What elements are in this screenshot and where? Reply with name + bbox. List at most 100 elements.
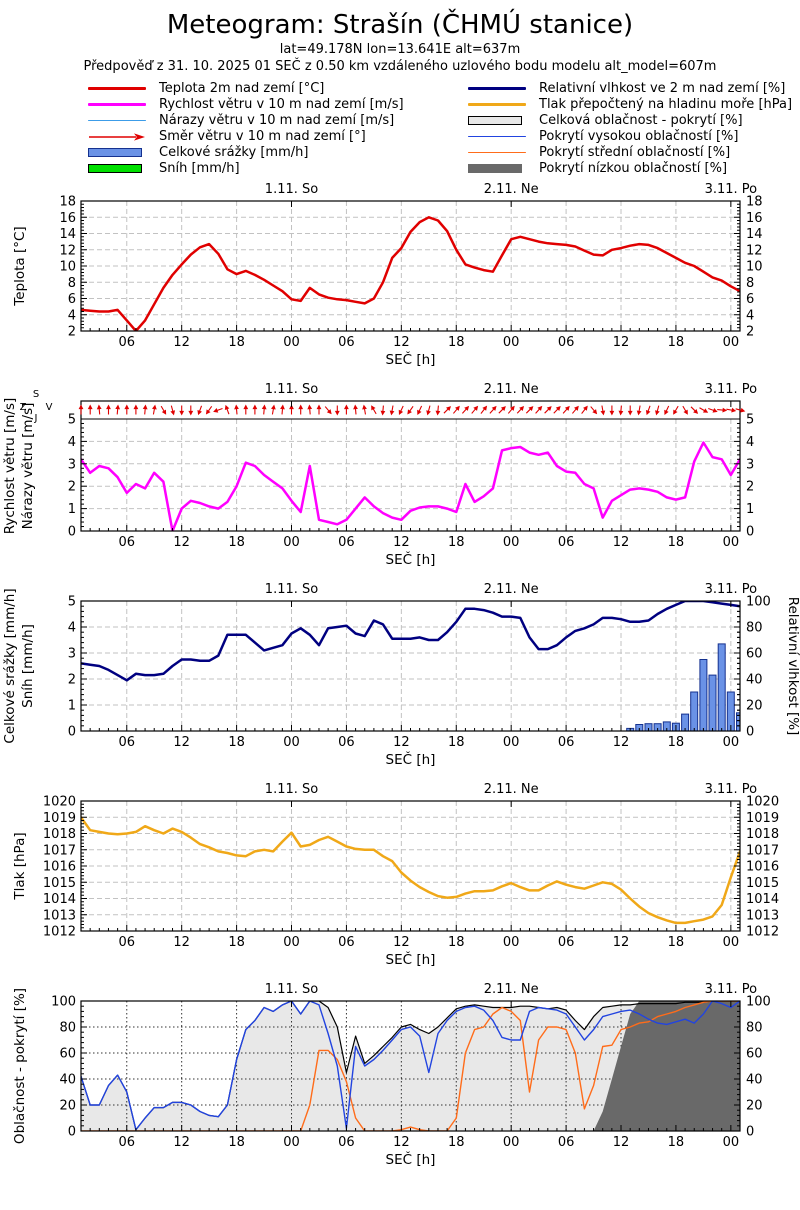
x-axis-tick-label: 00 [283, 535, 300, 550]
y2-axis-tick-label: 4 [746, 435, 754, 450]
y2-axis-tick-label: 10 [746, 260, 763, 275]
wind-direction-arrow-icon [324, 406, 332, 415]
day-label: 2.11. Ne [484, 782, 539, 797]
wind-direction-arrow-icon [106, 404, 111, 415]
x-axis-tick-label: 06 [558, 735, 575, 750]
y2-axis-tick-label: 12 [746, 243, 763, 258]
y-axis-tick-label: 1015 [43, 876, 76, 891]
x-axis-tick-label: 12 [173, 735, 190, 750]
x-axis-tick-label: 18 [668, 335, 685, 350]
x-axis-tick-label: 00 [283, 935, 300, 950]
x-axis-tick-label: 18 [668, 535, 685, 550]
compass-east-label: V [46, 402, 53, 413]
y-axis-tick-label: 5 [68, 413, 76, 428]
y-axis-tick-label: 0 [68, 1125, 76, 1140]
wind-direction-arrow-icon [87, 404, 93, 415]
wind-direction-arrow-icon [655, 405, 660, 416]
y-axis-tick-label: 2 [68, 325, 76, 340]
low-cloud-area [81, 1001, 740, 1131]
y2-axis-tick-label: 0 [746, 725, 754, 740]
x-axis-tick-label: 06 [338, 935, 355, 950]
legend-swatch-line [468, 147, 526, 159]
high-cloud-line [81, 1001, 740, 1131]
wind-direction-arrow-icon [270, 404, 276, 415]
x-axis-tick-label: 12 [173, 935, 190, 950]
wind-direction-arrow-icon [452, 405, 460, 414]
pressure-line [81, 816, 740, 925]
y2-axis-tick-label: 100 [746, 595, 771, 610]
y-axis-tick-label: 10 [59, 260, 76, 275]
x-axis-title: SEČ [h] [386, 350, 436, 368]
precipitation-bars [690, 691, 699, 731]
legend-swatch-box [88, 147, 146, 159]
wind-direction-arrow-icon [96, 404, 102, 415]
legend-label: Pokrytí nízkou oblačností [%] [539, 161, 728, 176]
y-axis-tick-label: 2 [68, 673, 76, 688]
wind-direction-arrow-icon [426, 405, 431, 416]
legend-item: Celková oblačnost - pokrytí [%] [468, 113, 792, 128]
y2-axis-tick-label: 1016 [746, 860, 779, 875]
legend-label: Rychlost větru v 10 m nad zemí [m/s] [159, 97, 404, 112]
y2-axis-tick-label: 60 [746, 647, 763, 662]
y-axis-tick-label: 60 [59, 1047, 76, 1062]
wind-direction-arrow-icon [224, 404, 230, 415]
y2-axis-tick-label: 8 [746, 276, 754, 291]
wind-direction-arrow-icon [443, 406, 451, 414]
y2-axis-tick-label: 4 [746, 308, 754, 323]
y2-axis-tick-label: 80 [746, 1021, 763, 1036]
precipitation-bars [717, 643, 726, 731]
wind-gusts-line [81, 442, 740, 531]
x-axis-tick-label: 18 [448, 935, 465, 950]
x-axis-tick-label: 18 [228, 335, 245, 350]
x-axis-tick-label: 12 [173, 1135, 190, 1150]
plot-area [81, 201, 740, 331]
x-axis-tick-label: 12 [613, 935, 630, 950]
day-label: 1.11. So [265, 782, 318, 797]
y-axis-tick-label: 18 [59, 195, 76, 210]
wind-direction-arrow-icon [261, 404, 267, 415]
y-axis-title: Oblačnost - pokrytí [%] [12, 988, 28, 1144]
wind-direction-arrow-icon [170, 405, 176, 416]
y2-axis-tick-label: 1018 [746, 827, 779, 842]
x-axis-tick-label: 06 [338, 1135, 355, 1150]
y2-axis-tick-label: 1012 [746, 925, 779, 940]
legend-label: Teplota 2m nad zemí [°C] [159, 81, 325, 96]
x-axis-tick-label: 06 [118, 935, 135, 950]
wind-direction-arrow-icon [398, 405, 404, 415]
wind-direction-arrow-icon [571, 405, 579, 414]
wind-direction-arrow-icon [133, 404, 139, 415]
legend-swatch-line [88, 83, 146, 95]
y2-axis-tick-label: 6 [746, 292, 754, 307]
meteogram-page: Meteogram: Strašín (ČHMÚ stanice) lat=49… [0, 10, 800, 1179]
day-label: 3.11. Po [705, 382, 758, 397]
y-axis-tick-label: 2 [68, 480, 76, 495]
wind-direction-arrow-icon [243, 404, 249, 415]
charts: 2 4 6 8 10 12 14 16 18 2 4 6 8 10 12 14 16 18 06 12 18 00 06 12… [0, 179, 800, 1179]
x-axis-tick-label: 06 [118, 535, 135, 550]
y2-axis-tick-label: 1015 [746, 876, 779, 891]
precipitation-bars [736, 712, 740, 731]
plot-area [81, 601, 740, 731]
x-axis-tick-label: 12 [393, 735, 410, 750]
humidity-line [81, 601, 740, 682]
legend-item: Nárazy větru v 10 m nad zemí [m/s] [88, 113, 468, 128]
y2-axis-tick-label: 80 [746, 621, 763, 636]
x-axis-tick-label: 18 [448, 335, 465, 350]
x-axis-tick-label: 12 [173, 335, 190, 350]
y-axis-tick-label: 0 [68, 725, 76, 740]
y-axis-tick-label: 6 [68, 292, 76, 307]
legend-item: Sníh [mm/h] [88, 161, 468, 176]
y-axis-title: Sníh [mm/h] [20, 624, 36, 708]
precipitation-bars [635, 724, 644, 731]
y2-axis-tick-label: 40 [746, 1073, 763, 1088]
wind-direction-arrow-icon [525, 406, 534, 414]
x-axis-tick-label: 00 [503, 1135, 520, 1150]
day-label: 1.11. So [265, 582, 318, 597]
wind-direction-arrow-icon [708, 407, 718, 413]
x-axis-tick-label: 18 [668, 1135, 685, 1150]
wind-direction-arrow-icon [645, 405, 651, 416]
wind-direction-arrow-icon [89, 132, 145, 141]
x-axis-tick-label: 00 [723, 1135, 740, 1150]
y-axis-tick-label: 20 [59, 1099, 76, 1114]
y2-axis-tick-label: 100 [746, 995, 771, 1010]
